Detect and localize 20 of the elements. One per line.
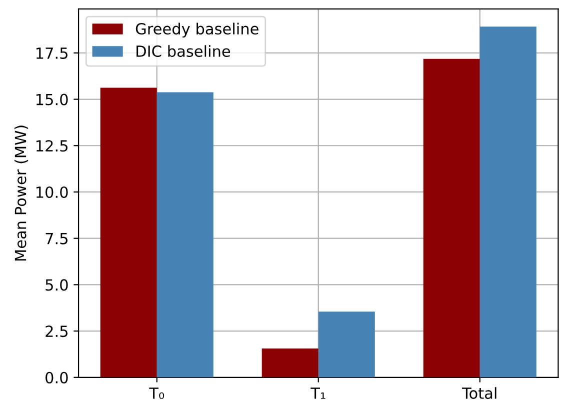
legend-label: Greedy baseline (136, 22, 258, 38)
y-tick-label: 10.0 (36, 186, 68, 198)
bar (480, 26, 536, 378)
x-tick-label: T₁ (310, 388, 326, 399)
x-tick-label: T₀ (149, 388, 164, 399)
y-tick-label: 0.0 (46, 372, 68, 384)
y-tick-label: 5.0 (46, 279, 68, 291)
y-tick-label: 17.5 (36, 48, 68, 59)
y-axis-title: Mean Power (MW) (14, 126, 28, 261)
y-tick-label: 15.0 (36, 94, 68, 106)
y-tick-label: 12.5 (36, 140, 68, 152)
legend-label: DIC baseline (136, 45, 230, 57)
bar (156, 92, 214, 378)
y-tick-label: 7.5 (46, 233, 68, 244)
x-tick-label: Total (462, 387, 496, 399)
y-tick-label: 2.5 (46, 326, 68, 338)
bar (100, 88, 157, 378)
bar (423, 58, 480, 378)
bar (262, 348, 318, 378)
bar (318, 312, 375, 378)
